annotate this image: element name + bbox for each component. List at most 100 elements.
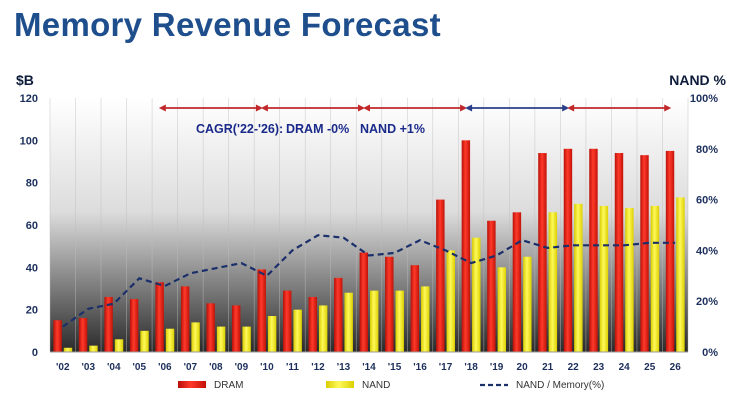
x-tick-label: '06 <box>158 362 172 373</box>
dram-bar <box>512 212 522 352</box>
legend-nand-label: NAND <box>362 380 390 391</box>
bars-layer <box>53 140 685 352</box>
nand-bar <box>89 345 98 352</box>
dram-bar <box>257 269 266 352</box>
period-arrow-head <box>260 104 268 112</box>
dram-bar <box>206 303 215 352</box>
nand-bar <box>267 316 277 352</box>
x-tick-label: '16 <box>413 362 427 373</box>
nand-bar <box>114 339 124 352</box>
x-tick-label: '19 <box>490 362 504 373</box>
x-tick-label: 25 <box>644 362 656 373</box>
nand-bar <box>242 326 251 352</box>
right-tick-label: 0% <box>702 347 718 359</box>
legend: DRAM NAND NAND / Memory(%) <box>178 380 604 391</box>
nand-bar <box>140 330 149 352</box>
x-tick-label: 23 <box>593 362 605 373</box>
line-layer <box>62 234 676 328</box>
left-axis-unit: $B <box>16 72 34 88</box>
cagr-nand-label: NAND +1% <box>360 122 425 136</box>
left-tick-label: 20 <box>26 305 38 317</box>
dram-bar <box>487 220 496 352</box>
x-tick-label: '15 <box>388 362 402 373</box>
x-tick-label: '03 <box>82 362 96 373</box>
x-tick-label: 24 <box>619 362 631 373</box>
left-tick-label: 40 <box>26 262 38 274</box>
dram-bar <box>461 140 471 352</box>
period-arrow-head <box>158 104 166 112</box>
nand-bar <box>216 326 226 352</box>
x-tick-label: '12 <box>311 362 325 373</box>
x-tick-label: '09 <box>235 362 249 373</box>
nand-bar <box>165 328 175 352</box>
period-arrow-head <box>460 104 468 112</box>
nand-bar <box>472 237 481 352</box>
nand-bar <box>497 267 507 352</box>
dram-bar <box>589 148 598 352</box>
x-tick-label: '02 <box>56 362 70 373</box>
x-tick-label: '08 <box>209 362 223 373</box>
dram-bar <box>180 286 190 352</box>
legend-nand-swatch <box>326 381 354 388</box>
dram-bar <box>129 299 139 352</box>
x-tick-label: '11 <box>286 362 299 373</box>
dram-bar <box>436 199 445 352</box>
x-tick-label: '07 <box>184 362 198 373</box>
period-arrow-head <box>562 104 570 112</box>
axis-layer: 0 20 40 60 80 100 120 0% 20% 40% 60% 80% 100% '02 '03 '… <box>20 93 719 373</box>
dram-bar <box>640 155 649 352</box>
dram-bar <box>359 252 368 352</box>
chart-title: Memory Revenue Forecast <box>14 6 441 43</box>
dram-bar <box>283 290 292 352</box>
left-tick-label: 80 <box>26 178 38 190</box>
cagr-dram-label: DRAM -0% <box>286 122 349 136</box>
period-arrow-head <box>567 104 575 112</box>
x-tick-label: 22 <box>568 362 580 373</box>
x-tick-label: '04 <box>107 362 121 373</box>
period-arrow-head <box>664 104 672 112</box>
period-arrow-head <box>465 104 473 112</box>
left-tick-label: 100 <box>20 135 38 147</box>
nand-bar <box>446 250 455 352</box>
dram-bar <box>78 318 88 352</box>
dram-bar <box>155 282 164 352</box>
left-tick-label: 60 <box>26 220 38 232</box>
x-tick-label: '14 <box>362 362 376 373</box>
x-tick-label: 26 <box>670 362 682 373</box>
right-tick-label: 60% <box>696 195 718 207</box>
dram-bar <box>334 277 343 352</box>
dram-bar <box>385 256 394 352</box>
dram-bar <box>231 305 241 352</box>
right-axis-unit: NAND % <box>669 72 726 88</box>
nand-bar <box>63 347 73 352</box>
nand-bar <box>293 309 302 352</box>
period-arrow-head <box>255 104 263 112</box>
x-tick-label: 21 <box>542 362 554 373</box>
right-tick-label: 40% <box>696 245 718 257</box>
nand-bar <box>650 205 660 352</box>
nand-bar <box>574 203 583 352</box>
dram-bar <box>308 296 317 352</box>
right-tick-label: 20% <box>696 296 718 308</box>
right-tick-label: 80% <box>696 144 718 156</box>
legend-line-label: NAND / Memory(%) <box>516 380 604 391</box>
nand-bar <box>395 290 404 352</box>
left-tick-label: 120 <box>20 93 38 105</box>
nand-bar <box>523 256 532 352</box>
cagr-period-label: CAGR('22-'26): <box>196 122 283 136</box>
period-arrow-head <box>363 104 370 112</box>
nand-bar <box>421 286 430 352</box>
nand-share-line <box>62 234 676 328</box>
dram-bar <box>614 153 624 352</box>
dram-bar <box>53 320 62 352</box>
nand-bar <box>548 212 558 352</box>
nand-bar <box>625 208 634 352</box>
left-tick-label: 0 <box>32 347 38 359</box>
x-tick-label: '13 <box>337 362 351 373</box>
nand-bar <box>344 292 353 352</box>
arrow-layer <box>158 104 672 112</box>
x-tick-label: '18 <box>464 362 478 373</box>
x-tick-label: '17 <box>439 362 453 373</box>
nand-bar <box>676 197 685 352</box>
